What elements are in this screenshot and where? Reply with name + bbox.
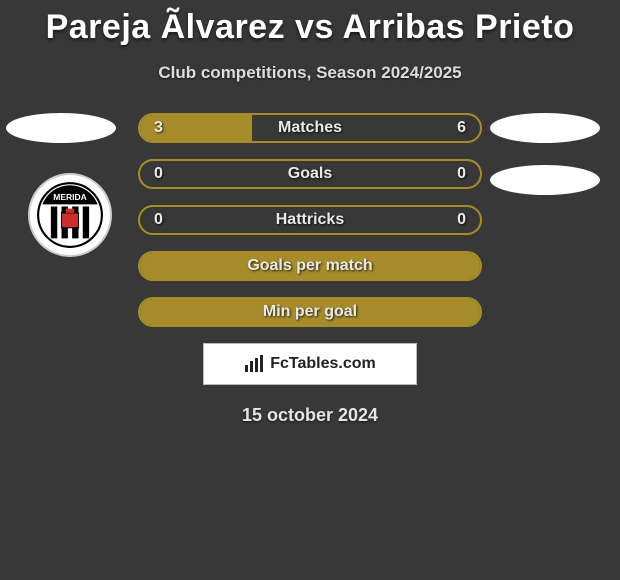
player2-badge-ellipse-2 bbox=[490, 165, 600, 195]
chart-icon bbox=[244, 355, 264, 373]
comparison-content: MERIDA 3 Matches 6 0 Goals 0 0 Hattri bbox=[0, 113, 620, 327]
stat-bar-min-per-goal: Min per goal bbox=[138, 297, 482, 327]
stat-label: Hattricks bbox=[140, 211, 480, 229]
stat-label: Min per goal bbox=[140, 303, 480, 321]
stat-label: Goals bbox=[140, 165, 480, 183]
stat-bars: 3 Matches 6 0 Goals 0 0 Hattricks 0 Goal… bbox=[138, 113, 482, 327]
page-subtitle: Club competitions, Season 2024/2025 bbox=[0, 63, 620, 83]
svg-text:MERIDA: MERIDA bbox=[53, 192, 87, 202]
stat-bar-goals-per-match: Goals per match bbox=[138, 251, 482, 281]
stat-bar-goals: 0 Goals 0 bbox=[138, 159, 482, 189]
page-title: Pareja Ãlvarez vs Arribas Prieto bbox=[0, 0, 620, 47]
player1-badge-ellipse bbox=[6, 113, 116, 143]
stat-right-value: 0 bbox=[457, 165, 466, 183]
stat-bar-hattricks: 0 Hattricks 0 bbox=[138, 205, 482, 235]
player2-badge-ellipse-1 bbox=[490, 113, 600, 143]
watermark-text: FcTables.com bbox=[270, 355, 376, 373]
stat-label: Matches bbox=[140, 119, 480, 137]
club-crest-icon: MERIDA bbox=[36, 181, 104, 249]
player1-club-logo: MERIDA bbox=[28, 173, 112, 257]
stat-label: Goals per match bbox=[140, 257, 480, 275]
stat-right-value: 0 bbox=[457, 211, 466, 229]
watermark: FcTables.com bbox=[203, 343, 417, 385]
date-text: 15 october 2024 bbox=[0, 405, 620, 426]
stat-bar-matches: 3 Matches 6 bbox=[138, 113, 482, 143]
stat-right-value: 6 bbox=[457, 119, 466, 137]
